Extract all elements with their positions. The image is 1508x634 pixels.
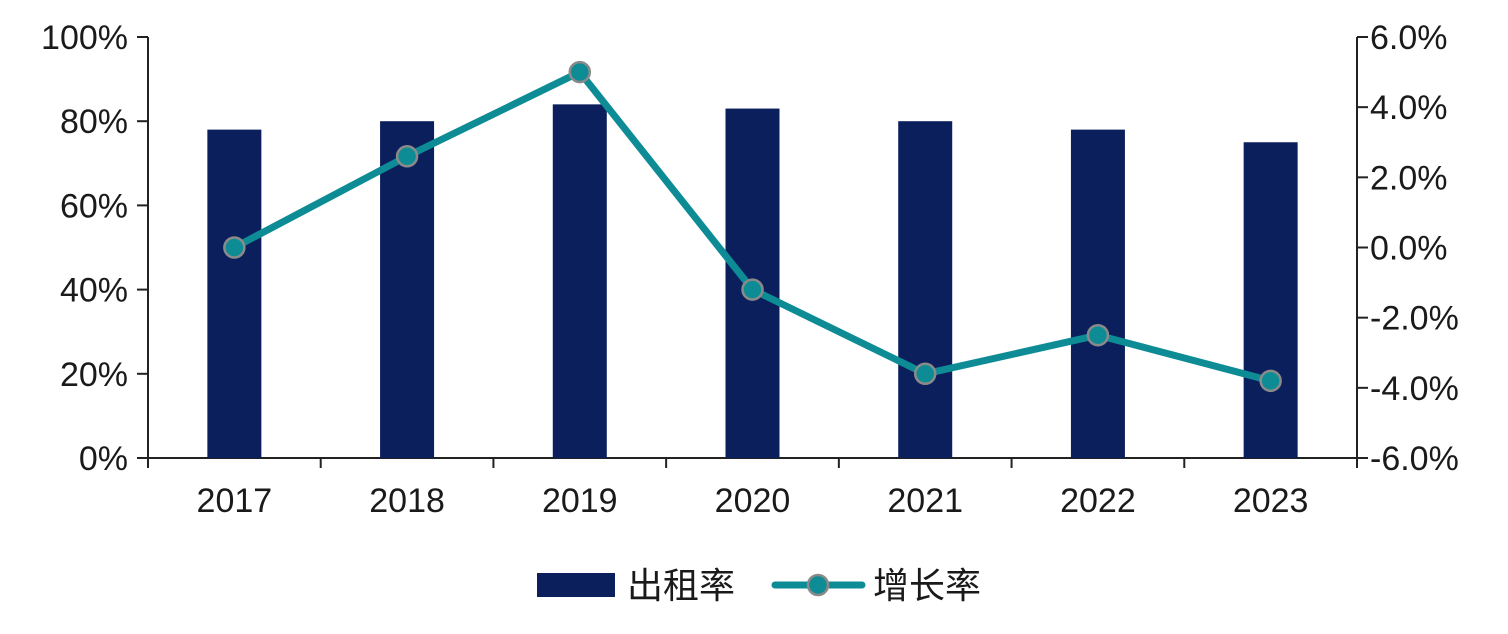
right-axis-tick-label: 4.0% (1370, 89, 1448, 127)
growth-rate-point-2022 (1086, 323, 1110, 347)
left-axis-tick-label: 40% (60, 272, 128, 310)
x-axis-tick-label: 2019 (542, 482, 618, 520)
right-axis-tick-label: 0.0% (1370, 230, 1448, 268)
left-axis-tick-label: 100% (41, 19, 128, 57)
right-axis-tick-label: -4.0% (1370, 370, 1459, 408)
legend: 出租率 增长率 (537, 565, 981, 606)
right-axis-tick-label: 6.0% (1370, 19, 1448, 57)
bar-2022 (1070, 129, 1125, 458)
x-axis-tick-label: 2023 (1233, 482, 1309, 520)
right-axis-tick-label: -6.0% (1370, 440, 1459, 478)
bar-2018 (380, 121, 435, 458)
left-axis-tick-label: 20% (60, 356, 128, 394)
x-axis-tick-label: 2017 (197, 482, 273, 520)
growth-rate-point-2017 (223, 236, 246, 259)
x-axis-tick-label: 2021 (887, 482, 963, 520)
bar-2023 (1243, 142, 1298, 458)
tick-labels-layer: 0% 20% 40% 60% 80% 100% -6.0% -4.0% -2.0% 0.0% 2.0… (41, 19, 1459, 520)
growth-rate-point-2018 (395, 145, 419, 168)
legend-swatch-marker (806, 573, 830, 597)
right-axis-tick-label: 2.0% (1370, 159, 1448, 197)
x-axis-tick-label: 2020 (715, 482, 791, 520)
bar-2021 (898, 121, 953, 458)
right-axis-tick-label: -2.0% (1370, 300, 1459, 338)
left-axis-tick-label: 80% (60, 103, 128, 141)
bars-layer (207, 104, 1298, 459)
legend-label-bar: 出租率 (627, 565, 735, 606)
growth-rate-point-2020 (741, 278, 764, 301)
bar-2017 (207, 129, 262, 458)
x-axis-tick-label: 2022 (1060, 482, 1136, 520)
growth-rate-point-2021 (913, 362, 937, 386)
growth-rate-point-2023 (1259, 369, 1282, 393)
bar-2019 (552, 104, 607, 459)
left-axis-tick-label: 60% (60, 187, 128, 225)
legend-label-line: 增长率 (873, 565, 981, 606)
legend-swatch-bar (537, 573, 615, 597)
growth-rate-point-2019 (568, 60, 592, 84)
x-axis-tick-label: 2018 (369, 482, 445, 520)
left-axis-tick-label: 0% (79, 440, 128, 478)
line-layer (223, 60, 1282, 393)
